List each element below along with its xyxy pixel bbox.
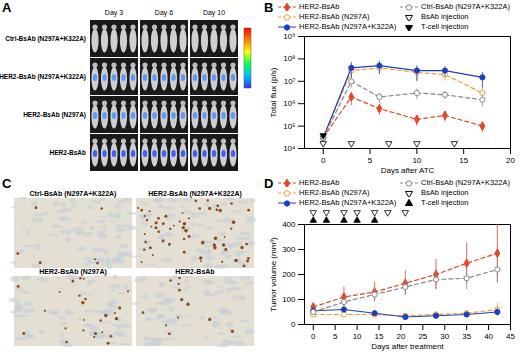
svg-text:300: 300 [282,245,296,254]
svg-text:Days after ATC: Days after ATC [381,166,435,175]
html-text:HER2-BsAb (N297A): HER2-BsAb (N297A) [299,188,370,197]
html-text:T-cell injection: T-cell injection [421,198,469,207]
svg-text:HER2-BsAb (N297A+K322A): HER2-BsAb (N297A+K322A) [148,190,242,198]
svg-text:5: 5 [368,156,373,165]
svg-text:HER2-BsAb (N297A): HER2-BsAb (N297A) [39,268,107,275]
svg-text:10⁷: 10⁷ [284,77,296,86]
html-text:D: D [264,176,274,191]
svg-text:Day 6: Day 6 [155,9,173,17]
html-text:Ctrl-BsAb (N297A+K322A): Ctrl-BsAb (N297A+K322A) [421,178,510,187]
svg-text:0: 0 [311,332,316,341]
html-text:BsAb injection: BsAb injection [421,188,469,197]
svg-text:Day 3: Day 3 [105,9,123,17]
html-text:Ctrl-BsAb (N297A+K322A): Ctrl-BsAb (N297A+K322A) [421,2,510,11]
html-text:HER2-BsAb: HER2-BsAb [299,178,340,187]
svg-text:Ctrl-BsAb (N297A+K322A): Ctrl-BsAb (N297A+K322A) [5,35,86,43]
svg-text:Tumor volume (mm³): Tumor volume (mm³) [269,237,278,312]
svg-text:35: 35 [462,332,471,341]
html-text:BsAb injection: BsAb injection [421,12,469,21]
svg-text:HER2-BsAb (N297A): HER2-BsAb (N297A) [23,111,86,119]
svg-text:Day 10: Day 10 [203,9,225,17]
svg-text:A: A [2,0,12,15]
svg-text:HER2-BsAb (N297A+K322A): HER2-BsAb (N297A+K322A) [0,73,86,81]
svg-text:Ctrl-BsAb (N297A+K322A): Ctrl-BsAb (N297A+K322A) [30,190,117,198]
svg-text:25: 25 [418,332,427,341]
svg-text:15: 15 [375,332,384,341]
svg-text:20: 20 [396,332,405,341]
svg-text:200: 200 [282,270,296,279]
html-text:HER2-BsAb (N297A+K322A): HER2-BsAb (N297A+K322A) [299,198,397,207]
html-text:HER2-BsAb (N297A+K322A): HER2-BsAb (N297A+K322A) [299,22,397,31]
svg-text:10⁴: 10⁴ [283,144,296,153]
svg-text:Total flux (p/s): Total flux (p/s) [269,67,278,117]
svg-text:0: 0 [291,320,296,329]
svg-text:15: 15 [459,156,468,165]
svg-text:10⁶: 10⁶ [283,99,295,108]
svg-text:HER2-BsAb: HER2-BsAb [50,149,87,156]
svg-text:0: 0 [321,156,326,165]
html-text:HER2-BsAb: HER2-BsAb [299,2,340,11]
svg-text:C: C [2,176,12,191]
svg-text:100: 100 [282,295,296,304]
svg-text:10⁵: 10⁵ [283,122,295,131]
svg-text:10⁸: 10⁸ [283,54,295,63]
svg-text:10⁹: 10⁹ [283,32,295,41]
svg-text:5: 5 [333,332,338,341]
svg-text:10: 10 [353,332,362,341]
svg-text:Days after treatment: Days after treatment [371,342,444,351]
svg-text:30: 30 [440,332,449,341]
svg-text:20: 20 [506,156,515,165]
html-text:T-cell injection: T-cell injection [421,22,469,31]
svg-text:10: 10 [412,156,421,165]
svg-text:400: 400 [282,220,296,229]
svg-text:HER2-BsAb: HER2-BsAb [175,268,214,275]
svg-text:40: 40 [484,332,493,341]
svg-text:45: 45 [506,332,515,341]
html-text:HER2-BsAb (N297A): HER2-BsAb (N297A) [299,12,370,21]
html-text:B: B [264,0,274,15]
